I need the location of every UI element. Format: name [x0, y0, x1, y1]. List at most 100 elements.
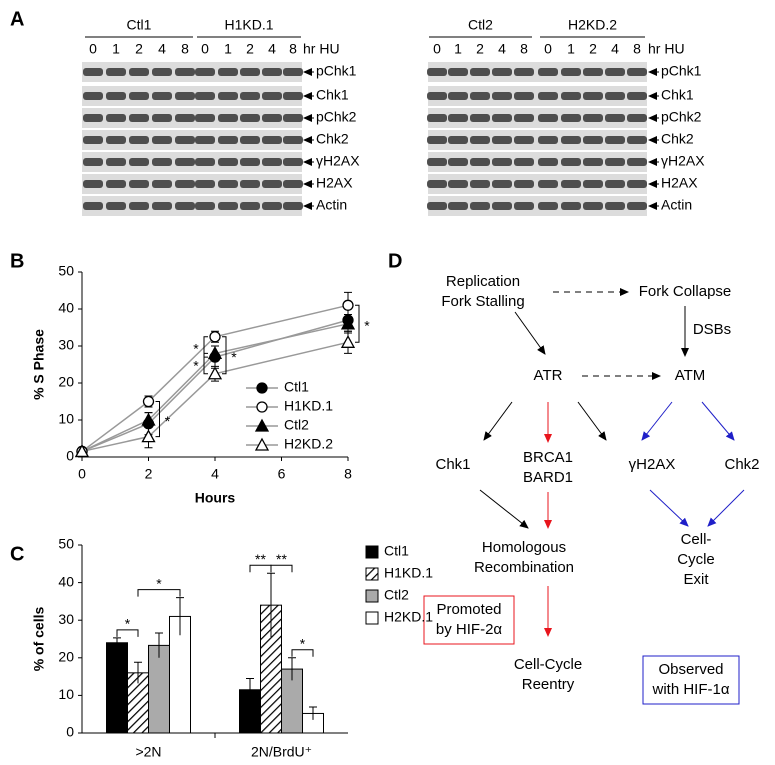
band	[129, 68, 149, 76]
band	[514, 202, 534, 210]
band	[106, 202, 126, 210]
band	[492, 68, 512, 76]
protein-label: γH2AX	[316, 153, 360, 169]
arrow	[701, 401, 735, 441]
band	[448, 158, 468, 166]
band	[538, 180, 558, 188]
band	[561, 158, 581, 166]
pathway-diagram: Replication Fork Stalling Fork Collapse DSB…	[423, 273, 760, 705]
node-label: Fork Collapse	[639, 283, 732, 300]
significance-bracket	[116, 629, 139, 637]
band	[195, 180, 215, 188]
marker	[142, 395, 155, 408]
band	[83, 68, 103, 76]
band	[240, 202, 260, 210]
node-label: Cell-Cycle	[514, 656, 582, 673]
band	[152, 114, 172, 122]
legend-swatch	[365, 611, 379, 625]
band	[448, 202, 468, 210]
node-label: Promoted	[436, 601, 501, 618]
band	[605, 136, 625, 144]
legend-swatch	[365, 589, 379, 603]
x-tick-label: 8	[344, 466, 352, 482]
significance-bracket	[203, 352, 208, 375]
x-tick-label: 2N/BrdU⁺	[251, 744, 312, 760]
y-tick-label: 50	[58, 536, 74, 552]
error-bar	[176, 597, 184, 636]
x-tick-label: 2	[145, 466, 153, 482]
note-box	[642, 655, 740, 705]
protein-label: pChk2	[661, 109, 702, 125]
band	[583, 136, 603, 144]
protein-label: pChk2	[316, 109, 357, 125]
legend-label: H2KD.1	[384, 609, 433, 625]
band	[492, 114, 512, 122]
x-tick-label: 6	[278, 466, 286, 482]
x-tick-label: >2N	[135, 744, 161, 760]
band	[129, 202, 149, 210]
band	[427, 158, 447, 166]
band	[561, 114, 581, 122]
node-label: ATR	[534, 367, 563, 384]
significance-label: *	[364, 318, 370, 334]
band	[470, 180, 490, 188]
legend-swatch	[365, 567, 379, 581]
blot-strip	[428, 86, 647, 106]
node-label: Fork Stalling	[441, 293, 524, 310]
lane-label: 8	[520, 41, 528, 57]
band	[605, 202, 625, 210]
node-label: DSBs	[693, 321, 731, 338]
series-line	[81, 323, 349, 453]
y-tick-label: 50	[58, 263, 74, 279]
y-tick-label: 0	[66, 724, 74, 740]
lane-label: 4	[268, 41, 276, 57]
node-label: Chk1	[435, 456, 470, 473]
band	[83, 114, 103, 122]
band	[627, 92, 647, 100]
band	[152, 202, 172, 210]
band	[492, 180, 512, 188]
error-bar	[267, 572, 275, 638]
error-bar	[155, 632, 163, 658]
node-label: BRCA1	[523, 449, 573, 466]
node-label: γH2AX	[629, 456, 676, 473]
x-tick-label: 0	[78, 466, 86, 482]
node-label: Replication	[446, 273, 520, 290]
band	[106, 158, 126, 166]
band	[262, 180, 282, 188]
band	[448, 114, 468, 122]
protein-label: Chk1	[661, 87, 694, 103]
marker	[207, 366, 223, 380]
y-tick-label: 20	[58, 374, 74, 390]
marker	[340, 316, 356, 330]
band	[492, 158, 512, 166]
marker	[254, 418, 270, 432]
band	[83, 92, 103, 100]
arrow	[514, 311, 546, 355]
band	[175, 158, 195, 166]
band	[240, 136, 260, 144]
band	[262, 68, 282, 76]
band	[427, 136, 447, 144]
band	[152, 158, 172, 166]
band	[470, 202, 490, 210]
band	[561, 68, 581, 76]
band	[152, 68, 172, 76]
protein-label: Chk1	[316, 87, 349, 103]
protein-label: Actin	[661, 197, 692, 213]
band	[218, 202, 238, 210]
bar	[106, 642, 128, 734]
band	[514, 180, 534, 188]
group-label: H1KD.1	[224, 17, 273, 33]
band	[627, 202, 647, 210]
band	[561, 180, 581, 188]
band	[448, 92, 468, 100]
x-tick-label: 4	[211, 466, 219, 482]
legend-label: Ctl1	[384, 543, 409, 559]
band	[605, 114, 625, 122]
band	[152, 136, 172, 144]
arrow	[649, 489, 689, 527]
marker	[254, 437, 270, 451]
band	[106, 136, 126, 144]
